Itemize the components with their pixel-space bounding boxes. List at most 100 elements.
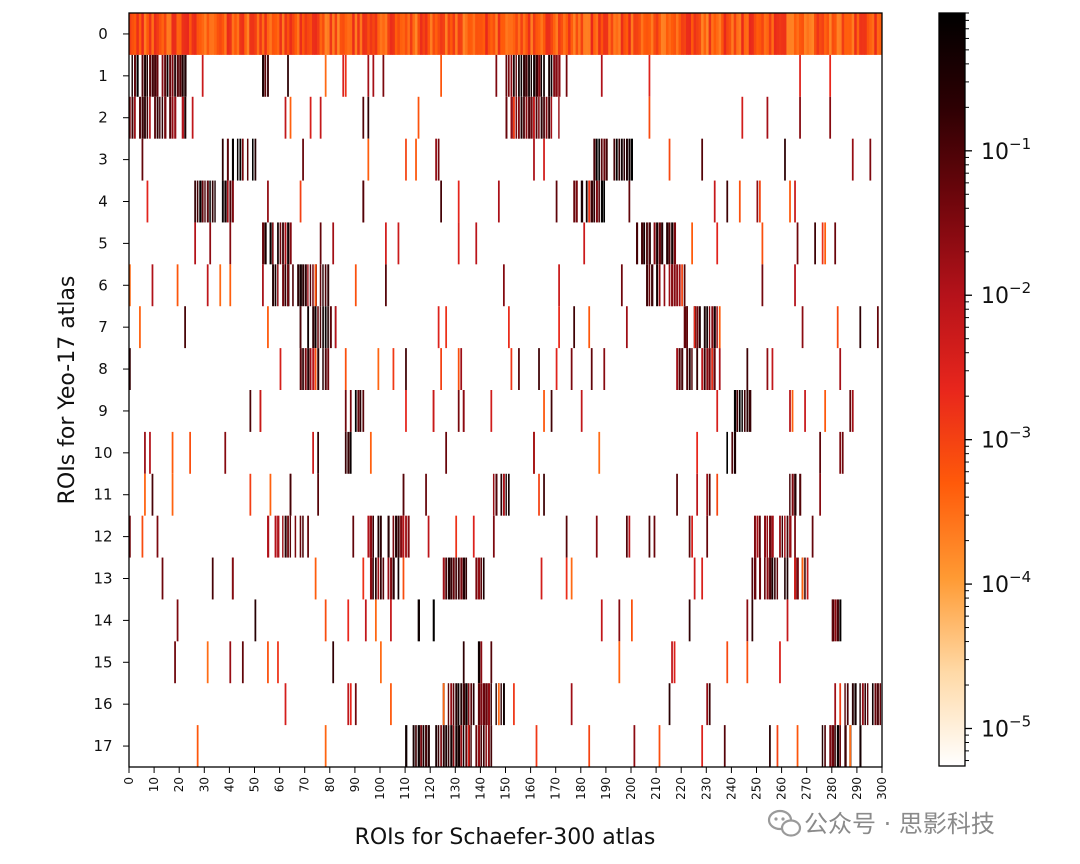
heatmap-cell <box>821 222 824 265</box>
heatmap-cell <box>633 725 636 767</box>
heatmap-cell <box>618 599 621 642</box>
y-tick-label: 7 <box>98 318 108 336</box>
heatmap-cell <box>184 306 186 349</box>
heatmap-cell <box>442 683 445 726</box>
heatmap-cell <box>861 683 864 726</box>
heatmap-cell <box>144 54 147 97</box>
heatmap-cell <box>806 13 810 55</box>
heatmap-cell <box>312 348 315 390</box>
heatmap-cell <box>824 222 827 265</box>
heatmap-cell <box>141 138 144 181</box>
heatmap-cell <box>796 557 799 600</box>
heatmap-cell <box>457 557 460 600</box>
heatmap-cell <box>385 222 387 265</box>
heatmap-cell <box>299 515 302 558</box>
heatmap-cell <box>134 54 136 97</box>
heatmap-cell <box>156 96 159 139</box>
heatmap-cell <box>259 13 263 55</box>
heatmap-cell <box>497 13 501 55</box>
heatmap-cell <box>385 264 387 307</box>
heatmap-cell <box>673 264 676 307</box>
heatmap-cell <box>508 54 510 97</box>
heatmap-cell <box>251 13 255 55</box>
heatmap-cell <box>746 599 749 642</box>
heatmap-cell <box>437 306 440 349</box>
heatmap-cell <box>738 180 741 223</box>
heatmap-cell <box>139 306 141 349</box>
heatmap-cell <box>713 306 716 349</box>
heatmap-cell <box>824 725 826 767</box>
heatmap-cell <box>470 725 472 767</box>
heatmap-cell <box>869 138 872 181</box>
heatmap-cell <box>447 683 450 726</box>
heatmap-cell <box>789 390 791 432</box>
heatmap-cell <box>249 13 253 55</box>
heatmap-cell <box>405 515 407 558</box>
heatmap-cell <box>211 13 215 55</box>
colorbar-gradient <box>939 13 965 766</box>
heatmap-cell <box>696 473 699 516</box>
heatmap-cell <box>841 431 844 474</box>
heatmap-cell <box>364 13 368 55</box>
y-tick-label: 10 <box>93 444 112 462</box>
heatmap-cell <box>791 473 794 516</box>
heatmap-cell <box>490 683 492 726</box>
heatmap-cell <box>548 96 551 139</box>
heatmap-cell <box>580 13 584 55</box>
heatmap-cell <box>314 13 318 55</box>
heatmap-cell <box>414 13 418 55</box>
heatmap-cell <box>420 725 423 767</box>
heatmap-cell <box>866 13 870 55</box>
heatmap-cell <box>763 13 767 55</box>
heatmap-cell <box>799 473 802 516</box>
heatmap-cell <box>377 13 381 55</box>
heatmap-cell <box>465 13 469 55</box>
heatmap-cell <box>505 473 507 516</box>
heatmap-cell <box>460 683 463 726</box>
heatmap-cell <box>352 13 356 55</box>
heatmap-cell <box>404 13 408 55</box>
heatmap-cell <box>600 54 603 97</box>
heatmap-cell <box>671 641 673 684</box>
heatmap-cell <box>322 264 324 307</box>
heatmap-cell <box>839 13 843 55</box>
heatmap-cell <box>136 54 139 97</box>
heatmap-cell <box>400 515 403 558</box>
heatmap-cell <box>322 348 324 390</box>
heatmap-cell <box>505 13 509 55</box>
heatmap-cell <box>472 13 476 55</box>
heatmap-cell <box>324 54 327 97</box>
heatmap-cell <box>801 557 804 600</box>
heatmap-cell <box>678 264 681 307</box>
heatmap-cell <box>706 348 709 390</box>
heatmap-cell <box>846 13 850 55</box>
heatmap-cell <box>533 138 535 181</box>
heatmap-cell <box>776 557 779 600</box>
heatmap-cell <box>347 599 350 642</box>
heatmap-cell <box>535 725 538 767</box>
heatmap-cell <box>530 54 533 97</box>
heatmap-cell <box>204 13 208 55</box>
heatmap-cell <box>415 725 417 767</box>
heatmap-cell <box>168 13 172 55</box>
y-tick-label: 4 <box>98 193 108 211</box>
heatmap-cell <box>256 13 260 55</box>
heatmap-cell <box>839 348 842 390</box>
heatmap-cell <box>457 348 460 390</box>
heatmap-cell <box>322 306 324 349</box>
heatmap-cell <box>271 13 275 55</box>
heatmap-cell <box>447 725 450 767</box>
heatmap-cell <box>399 13 403 55</box>
heatmap-cell <box>769 515 772 558</box>
x-tick-label: 230 <box>699 777 713 800</box>
heatmap-cell <box>686 306 688 349</box>
heatmap-cell <box>457 222 460 265</box>
heatmap-cell <box>166 54 169 97</box>
heatmap-cell <box>161 96 164 139</box>
heatmap-cell <box>131 13 135 55</box>
heatmap-cell <box>543 54 545 97</box>
heatmap-cell <box>390 599 392 642</box>
heatmap-cell <box>771 13 775 55</box>
heatmap-cell <box>879 683 882 726</box>
